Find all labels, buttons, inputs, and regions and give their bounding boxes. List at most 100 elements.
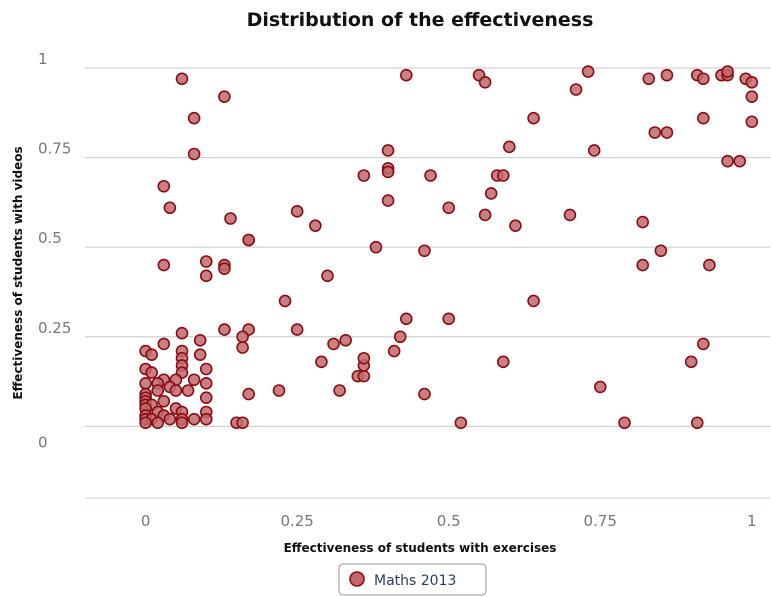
data-point[interactable] <box>236 341 249 354</box>
data-point[interactable] <box>327 337 340 351</box>
data-point[interactable] <box>745 90 759 103</box>
data-point[interactable] <box>703 258 716 272</box>
data-point[interactable] <box>145 366 158 379</box>
data-point[interactable] <box>339 334 352 347</box>
data-point[interactable] <box>618 416 631 430</box>
data-point[interactable] <box>199 255 213 268</box>
data-point[interactable] <box>745 115 759 129</box>
legend[interactable]: Maths 2013 <box>338 563 487 596</box>
data-point[interactable] <box>478 208 492 222</box>
data-point[interactable] <box>684 355 698 369</box>
data-point[interactable] <box>315 355 328 369</box>
data-point[interactable] <box>163 412 177 426</box>
data-point[interactable] <box>175 326 189 340</box>
data-point[interactable] <box>187 147 201 161</box>
data-point[interactable] <box>357 351 371 365</box>
data-point[interactable] <box>442 312 456 326</box>
data-point[interactable] <box>478 76 492 89</box>
data-point[interactable] <box>309 219 322 232</box>
data-point[interactable] <box>424 169 437 182</box>
data-point[interactable] <box>242 387 255 401</box>
data-point[interactable] <box>187 412 201 426</box>
data-point[interactable] <box>418 244 431 258</box>
data-point[interactable] <box>181 384 195 397</box>
data-point[interactable] <box>636 258 649 272</box>
data-point[interactable] <box>454 416 468 430</box>
data-point[interactable] <box>199 362 213 376</box>
data-point[interactable] <box>581 65 595 78</box>
data-point[interactable] <box>187 373 201 387</box>
data-point[interactable] <box>199 377 213 390</box>
data-point[interactable] <box>587 144 601 157</box>
data-point[interactable] <box>381 144 395 157</box>
data-point[interactable] <box>151 384 165 397</box>
data-point[interactable] <box>175 416 189 430</box>
data-point[interactable] <box>321 269 334 283</box>
data-point[interactable] <box>569 83 583 96</box>
data-point[interactable] <box>218 323 231 336</box>
data-point[interactable] <box>157 337 171 351</box>
data-point[interactable] <box>527 294 540 308</box>
data-point[interactable] <box>721 154 734 168</box>
data-point[interactable] <box>660 126 674 139</box>
data-point[interactable] <box>636 215 649 229</box>
data-point[interactable] <box>745 76 759 89</box>
data-point[interactable] <box>187 111 201 125</box>
data-point[interactable] <box>496 169 510 182</box>
legend-box[interactable] <box>338 563 487 596</box>
data-point[interactable] <box>151 416 165 430</box>
data-point[interactable] <box>593 380 607 394</box>
data-point[interactable] <box>697 111 710 125</box>
data-point[interactable] <box>733 154 746 168</box>
data-point[interactable] <box>242 233 255 247</box>
data-point[interactable] <box>484 187 498 200</box>
data-point[interactable] <box>442 201 456 215</box>
data-point[interactable] <box>236 330 249 344</box>
data-point[interactable] <box>199 412 213 426</box>
data-point[interactable] <box>218 262 231 275</box>
data-point[interactable] <box>175 72 189 86</box>
data-point[interactable] <box>357 169 371 182</box>
data-point[interactable] <box>278 294 292 308</box>
data-point[interactable] <box>503 140 516 154</box>
data-point[interactable] <box>509 219 522 232</box>
legend-label[interactable]: Maths 2013 <box>374 573 456 589</box>
data-point[interactable] <box>660 68 674 82</box>
data-point[interactable] <box>387 344 401 358</box>
data-point[interactable] <box>272 384 286 397</box>
data-point[interactable] <box>496 355 510 369</box>
data-point[interactable] <box>697 72 710 86</box>
data-point[interactable] <box>697 337 710 351</box>
data-point[interactable] <box>563 208 577 222</box>
data-point[interactable] <box>199 391 213 404</box>
data-point[interactable] <box>642 72 656 86</box>
data-point[interactable] <box>654 244 668 258</box>
data-point[interactable] <box>381 194 395 207</box>
data-point[interactable] <box>527 111 540 125</box>
data-point[interactable] <box>193 348 207 361</box>
data-point[interactable] <box>157 394 171 408</box>
data-point[interactable] <box>139 377 152 390</box>
data-point[interactable] <box>418 387 431 401</box>
data-point[interactable] <box>690 416 704 430</box>
data-point[interactable] <box>290 323 304 336</box>
data-point[interactable] <box>290 205 304 218</box>
data-point[interactable] <box>369 240 383 254</box>
data-point[interactable] <box>145 348 158 361</box>
data-point[interactable] <box>193 334 207 347</box>
data-point[interactable] <box>224 212 237 225</box>
data-point[interactable] <box>169 384 183 397</box>
data-point[interactable] <box>199 269 213 283</box>
data-point[interactable] <box>648 126 662 139</box>
data-point[interactable] <box>157 179 171 193</box>
data-point[interactable] <box>333 384 346 397</box>
data-point[interactable] <box>218 90 231 103</box>
data-point[interactable] <box>381 165 395 179</box>
data-point[interactable] <box>139 416 152 430</box>
data-point[interactable] <box>236 416 249 430</box>
data-point[interactable] <box>163 201 177 215</box>
data-point[interactable] <box>721 65 734 78</box>
data-point[interactable] <box>399 312 413 326</box>
data-point[interactable] <box>357 369 371 383</box>
data-point[interactable] <box>393 330 407 344</box>
